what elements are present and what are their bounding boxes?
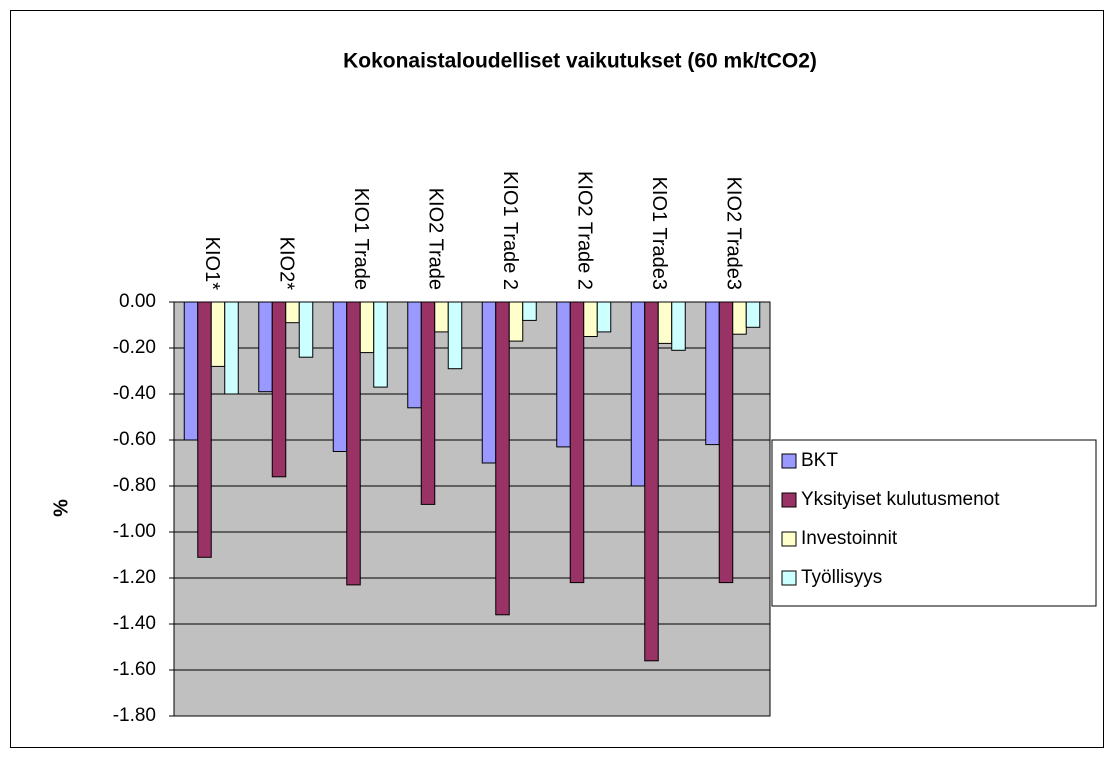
x-tick-label: KIO2* [275,237,297,291]
bar [495,301,510,616]
bar [420,301,436,505]
bar [732,301,747,335]
y-tick-label: -1.20 [113,567,156,588]
bar [224,301,239,395]
legend-label: Työllisyys [801,567,882,588]
bar [332,301,348,452]
bar [271,301,287,478]
bar [285,301,300,324]
x-tick-label: KIO1 Trade3 [648,177,670,290]
bar [718,301,734,584]
y-tick-label: -1.00 [113,521,156,542]
bar [447,301,463,370]
y-tick-label: -1.60 [113,659,156,680]
bar [596,301,612,333]
y-tick-label: -1.80 [113,705,156,726]
legend-box [771,439,1097,607]
x-tick-label: KIO1 Trade 2 [499,171,521,290]
bar [522,301,537,321]
legend-swatch [781,492,797,508]
bar [569,301,585,584]
y-tick-label: -0.80 [113,475,156,496]
bar [359,301,375,354]
x-tick-label: KIO1 Trade [350,188,372,290]
legend-swatch [781,453,797,469]
bar [346,301,361,586]
y-tick-label: -0.20 [113,337,156,358]
bar [630,301,646,487]
bar [298,301,314,358]
bar [508,301,524,342]
y-tick-label: -0.40 [113,383,156,404]
x-tick-label: KIO2 Trade [424,188,446,290]
bar [197,301,212,558]
bar [373,301,388,388]
bar [407,301,422,409]
bar [556,301,571,448]
bar [258,301,273,393]
chart-title: Kokonaistaloudelliset vaikutukset (60 mk… [343,50,817,73]
bar [583,301,598,337]
x-tick-label: KIO2 Trade3 [722,177,744,290]
bar [481,301,497,464]
legend-label: Yksityiset kulutusmenot [801,489,1000,510]
x-tick-label: KIO2 Trade 2 [573,171,595,290]
bar [644,301,659,662]
y-tick-label: -1.40 [113,613,156,634]
legend-label: BKT [801,450,838,471]
legend-swatch [781,570,797,586]
y-tick-label: -0.60 [113,429,156,450]
bar [434,301,449,333]
bar [183,301,199,441]
legend-label: Investoinnit [801,528,898,549]
x-tick-label: KIO1* [201,237,223,291]
y-axis-label: % [50,499,72,517]
bar [671,301,686,351]
legend-swatch [781,531,797,547]
bar [657,301,673,344]
bar [210,301,226,367]
bar [705,301,720,446]
bar [745,301,761,328]
y-tick-label: 0.00 [119,291,156,312]
